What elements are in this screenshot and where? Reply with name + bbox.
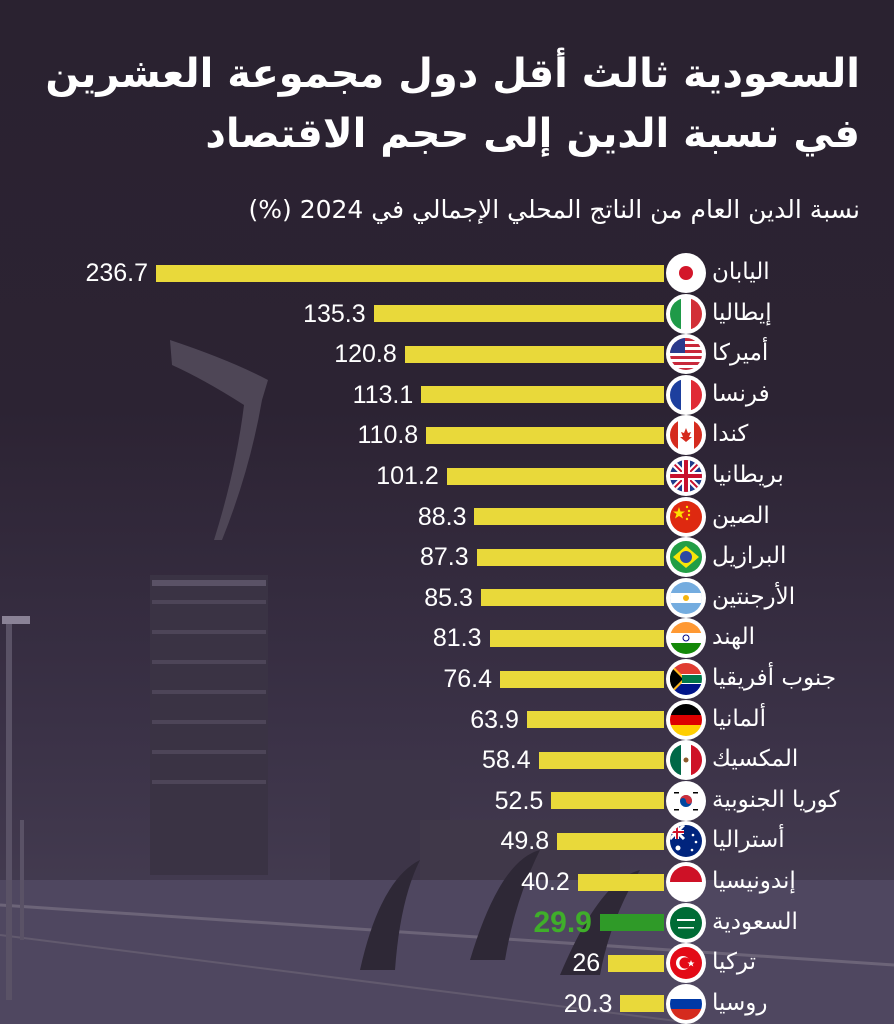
country-label: بريطانيا [712, 462, 784, 488]
value-label: 135.3 [303, 299, 366, 328]
russia-flag-icon [666, 983, 706, 1024]
indonesia-flag-icon [666, 862, 706, 902]
value-label: 87.3 [419, 543, 469, 572]
country-label: إيطاليا [712, 299, 772, 326]
bar [620, 995, 664, 1013]
value-label: 88.3 [417, 502, 467, 531]
japan-flag-icon [666, 253, 706, 293]
canada-flag-icon [666, 415, 706, 456]
italy-flag-icon [666, 293, 706, 334]
value-label: 85.3 [424, 583, 473, 612]
uk-flag-icon [666, 456, 706, 496]
country-label: الأرجنتين [712, 583, 796, 610]
value-label: 58.4 [482, 746, 531, 775]
value-label: 110.8 [357, 421, 419, 450]
usa-flag-icon [666, 334, 706, 375]
country-label: تركيا [712, 949, 756, 976]
australia-flag-icon [666, 821, 706, 862]
bar [474, 508, 664, 526]
value-label: 52.5 [494, 786, 544, 815]
chart-title: السعودية ثالث أقل دول مجموعة العشرين في … [20, 44, 860, 164]
france-flag-icon [666, 374, 706, 415]
bar [480, 589, 664, 607]
bar [500, 670, 664, 688]
value-label: 40.2 [521, 868, 570, 896]
bar [599, 914, 664, 932]
country-label: البرازيل [712, 543, 787, 570]
country-label: الهند [712, 624, 756, 651]
chart-title-line-2: في نسبة الدين إلى حجم الاقتصاد [205, 111, 860, 157]
bar [156, 264, 664, 282]
bar [476, 548, 664, 566]
bar [551, 792, 664, 810]
bar [446, 467, 664, 485]
value-label: 113.1 [352, 380, 414, 409]
value-label: 81.3 [432, 624, 482, 653]
saudi-flag-icon [666, 902, 706, 943]
chart-subtitle: نسبة الدين العام من الناتج المحلي الإجما… [248, 195, 861, 224]
country-label: الصين [712, 502, 770, 529]
country-label: إندونيسيا [712, 868, 796, 894]
country-label: أميركا [712, 340, 769, 367]
germany-flag-icon [666, 699, 706, 740]
value-label: 20.3 [563, 989, 613, 1018]
south-africa-flag-icon [666, 659, 706, 699]
mexico-flag-icon [666, 740, 706, 781]
country-label: أستراليا [712, 827, 785, 854]
chart-title-line-1: السعودية ثالث أقل دول مجموعة العشرين [45, 51, 860, 97]
bar [421, 386, 664, 404]
china-flag-icon [666, 496, 706, 537]
value-label: 63.9 [470, 705, 519, 734]
bar [404, 345, 664, 363]
bar [608, 954, 664, 972]
bar [426, 426, 664, 444]
country-label: كوريا الجنوبية [712, 786, 840, 813]
bar [489, 629, 664, 647]
brazil-flag-icon [666, 537, 706, 578]
value-label: 26 [572, 949, 601, 978]
country-label: روسيا [712, 989, 768, 1016]
country-label: فرنسا [712, 380, 770, 407]
value-label: 120.8 [334, 340, 397, 369]
value-label: 101.2 [376, 462, 439, 490]
country-label: كندا [712, 421, 749, 448]
argentina-flag-icon [666, 577, 706, 618]
south-korea-flag-icon [666, 780, 706, 821]
country-label: جنوب أفريقيا [712, 665, 837, 691]
india-flag-icon [666, 618, 706, 659]
value-label: 29.9 [533, 905, 592, 939]
country-label: المكسيك [712, 746, 799, 773]
bar [526, 711, 664, 729]
bar [538, 751, 664, 769]
country-label: السعودية [712, 908, 798, 935]
bar [577, 873, 664, 891]
country-label: اليابان [712, 259, 770, 285]
value-label: 49.8 [500, 827, 550, 856]
value-label: 76.4 [443, 665, 493, 693]
country-label: ألمانيا [712, 705, 767, 732]
bar [373, 305, 664, 323]
bar [557, 832, 664, 850]
turkey-flag-icon [666, 943, 706, 984]
value-label: 236.7 [85, 259, 148, 287]
